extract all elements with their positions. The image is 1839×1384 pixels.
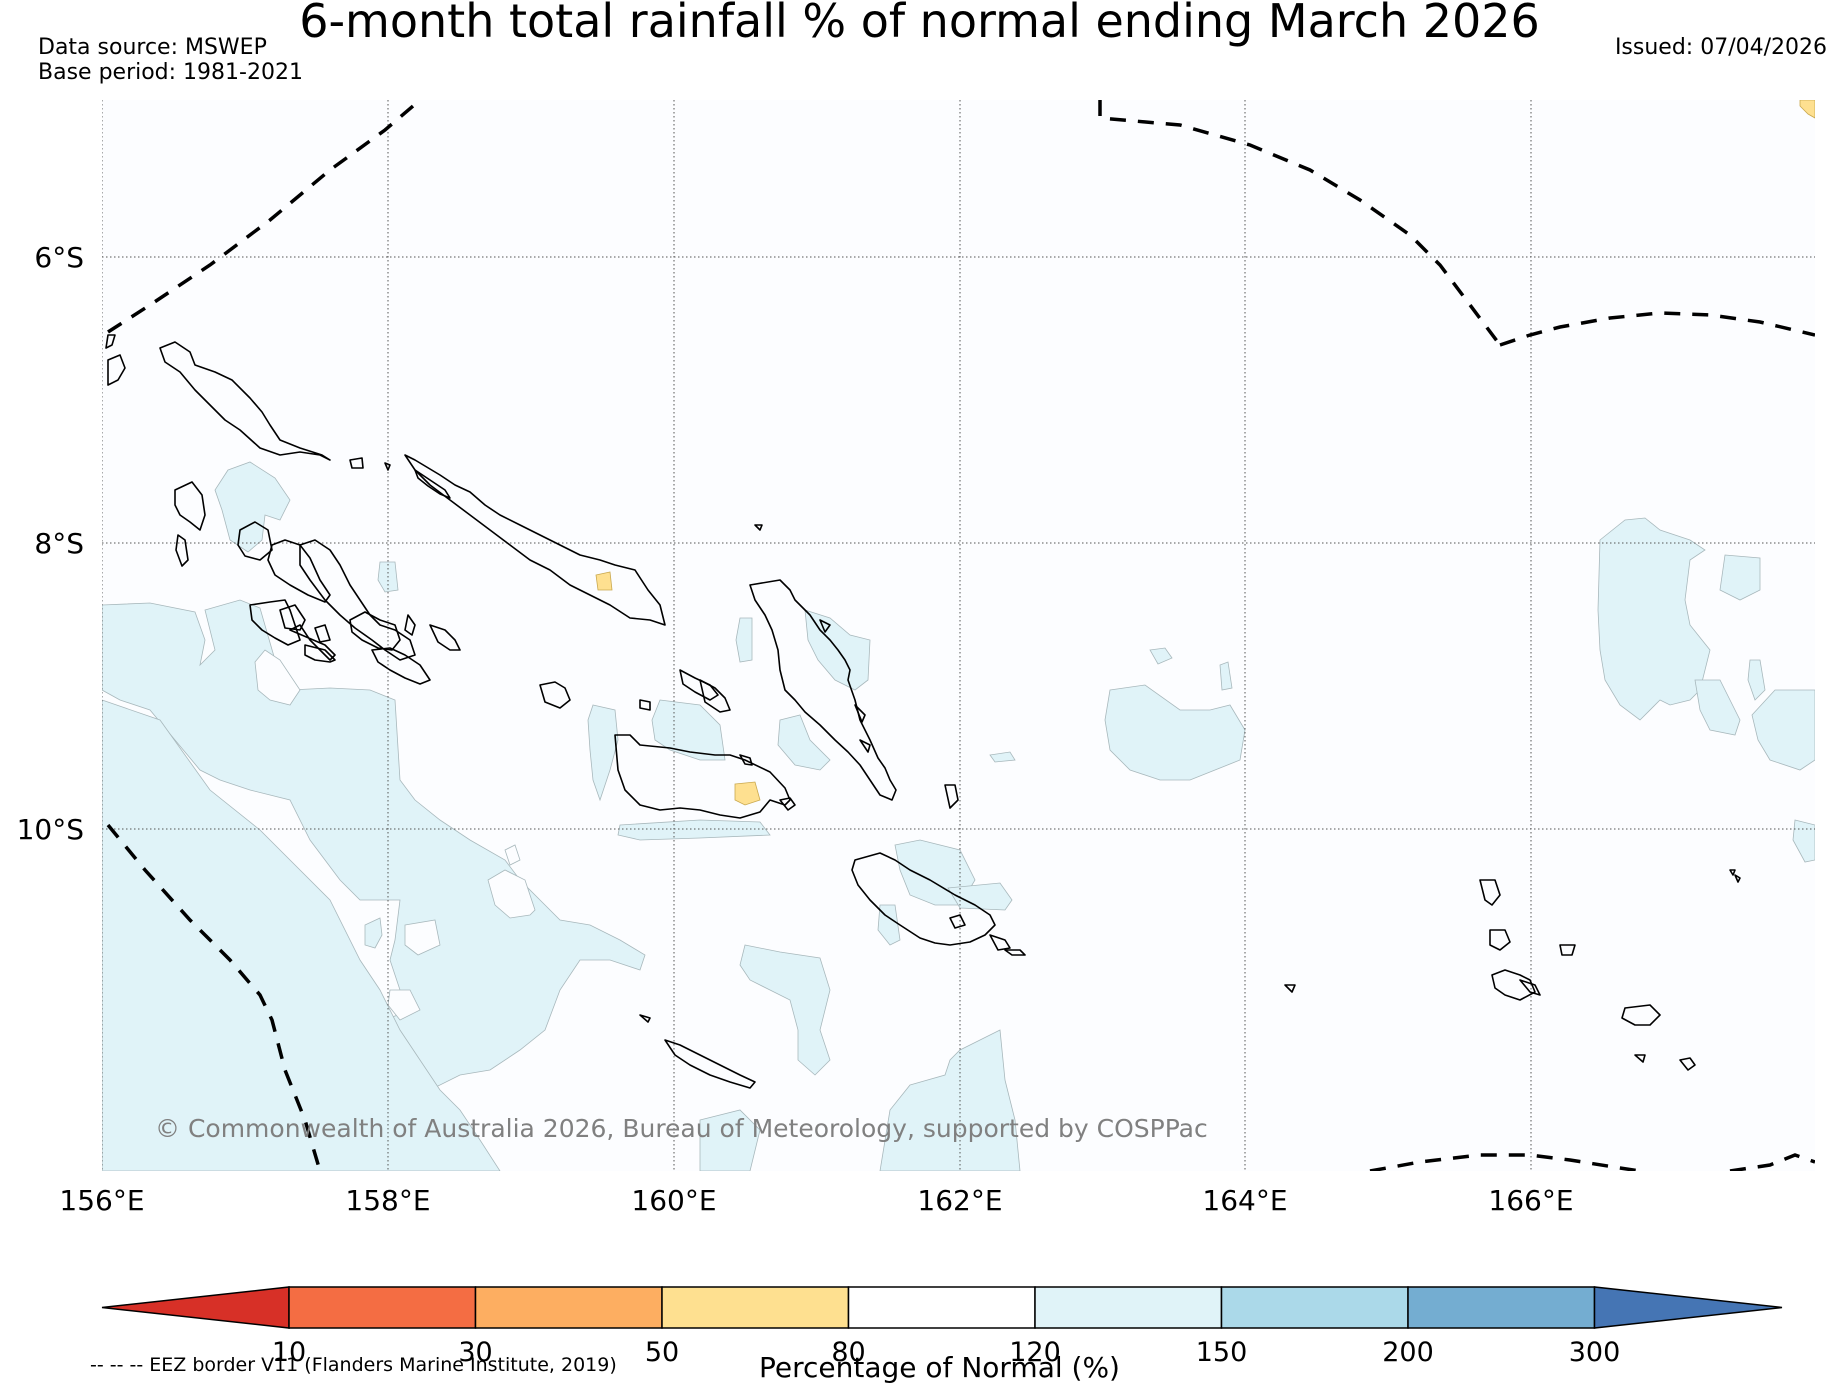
issued-date: Issued: 07/04/2026 (1614, 35, 1827, 60)
colorbar-extend-high (1593, 1286, 1783, 1329)
latitude-labels: 6°S 8°S 10°S (17, 241, 84, 846)
colorbar-tick-label: 120 (1009, 1337, 1061, 1368)
lon-label-158: 158°E (345, 1184, 430, 1217)
colorbar-tick-label: 30 (458, 1337, 492, 1368)
normal-range-holes (254, 649, 536, 1021)
lat-label-10s: 10°S (17, 813, 84, 846)
colorbar-tick-label: 150 (1196, 1337, 1248, 1368)
colorbar-segment (1407, 1286, 1596, 1329)
lon-label-166: 166°E (1488, 1184, 1573, 1217)
lat-label-6s: 6°S (34, 241, 84, 274)
colorbar-segment (1220, 1286, 1409, 1329)
eez-borders (106, 100, 1815, 1171)
lon-label-160: 160°E (631, 1184, 716, 1217)
colorbar-tick-label: 10 (272, 1337, 306, 1368)
colorbar-segment (288, 1286, 477, 1329)
data-source-info: Data source: MSWEP Base period: 1981-202… (38, 35, 303, 85)
eez-legend-note: -- -- -- EEZ border V11 (Flanders Marine… (90, 1354, 617, 1376)
lon-label-164: 164°E (1202, 1184, 1287, 1217)
colorbar: 10 30 50 80 120 150 200 300 (101, 1286, 1783, 1368)
colorbar-segment (474, 1286, 663, 1329)
colorbar-tick-label: 50 (645, 1337, 679, 1368)
colorbar-segment (661, 1286, 850, 1329)
lon-label-156: 156°E (59, 1184, 144, 1217)
longitude-labels: 156°E 158°E 160°E 162°E 164°E 166°E (59, 1184, 1573, 1217)
lon-label-162: 162°E (917, 1184, 1002, 1217)
colorbar-tick-label: 300 (1569, 1337, 1621, 1368)
copyright-notice: © Commonwealth of Australia 2026, Bureau… (155, 1114, 1208, 1143)
colorbar-segment (1034, 1286, 1223, 1329)
data-source: Data source: MSWEP (38, 35, 267, 60)
map-title: 6-month total rainfall % of normal endin… (299, 0, 1540, 48)
colorbar-tick-label: 80 (831, 1337, 865, 1368)
colorbar-title: Percentage of Normal (%) (759, 1351, 1120, 1384)
coastlines (105, 334, 1741, 1089)
colorbar-tick-label: 200 (1382, 1337, 1434, 1368)
base-period: Base period: 1981-2021 (38, 60, 303, 85)
colorbar-extend-low (101, 1286, 290, 1329)
below-normal-regions (595, 100, 1815, 806)
lat-label-8s: 8°S (34, 527, 84, 560)
above-normal-regions (102, 461, 1815, 1171)
colorbar-segment (847, 1286, 1036, 1329)
